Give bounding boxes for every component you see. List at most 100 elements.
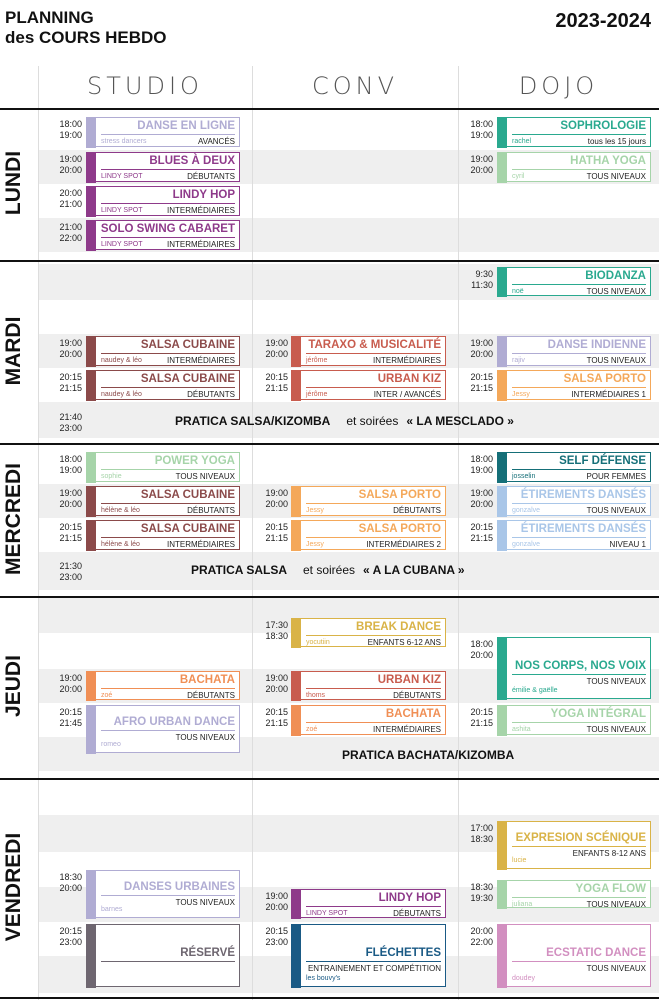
class-level: TOUS NIVEAUX xyxy=(586,356,646,365)
title-underline xyxy=(306,906,441,907)
class-time: 19:00 20:00 xyxy=(50,338,82,360)
color-bar xyxy=(496,451,507,483)
time-end: 19:00 xyxy=(59,130,82,140)
time-start: 18:00 xyxy=(59,454,82,464)
class-card[interactable]: RÉSERVÉ xyxy=(85,923,240,988)
class-card[interactable]: SALSA CUBAINE INTERMÉDIAIRES hélène & léo xyxy=(85,519,240,551)
class-card[interactable]: BACHATA INTERMÉDIAIRES zoé xyxy=(290,704,446,736)
time-start: 18:00 xyxy=(470,454,493,464)
school-year: 2023-2024 xyxy=(555,10,651,32)
color-bar xyxy=(496,704,507,736)
class-card[interactable]: BREAK DANCE ENFANTS 6-12 ANS yocutiin xyxy=(290,617,446,648)
class-time: 20:15 21:15 xyxy=(461,372,493,394)
pratica-title: PRATICA SALSA xyxy=(191,563,287,577)
class-name: URBAN KIZ xyxy=(377,674,441,686)
pratica-mid: et soirées xyxy=(303,563,356,577)
class-card[interactable]: ÉTIREMENTS DANSÉS NIVEAU 1 gonzalve xyxy=(496,519,651,551)
color-bar xyxy=(85,923,96,988)
row-band xyxy=(38,402,659,438)
class-time: 9:30 11:30 xyxy=(461,269,493,291)
class-card[interactable]: SALSA CUBAINE DÉBUTANTS naudey & léo xyxy=(85,369,240,401)
class-level: TOUS NIVEAUX xyxy=(586,172,646,181)
time-start: 19:00 xyxy=(59,154,82,164)
title-underline xyxy=(101,203,235,204)
title-planning: PLANNING xyxy=(5,8,94,27)
class-card[interactable]: YOGA INTÉGRAL TOUS NIVEAUX ashita xyxy=(496,704,651,736)
class-card[interactable]: SALSA CUBAINE DÉBUTANTS hélène & léo xyxy=(85,485,240,517)
class-card[interactable]: POWER YOGA TOUS NIVEAUX sophie xyxy=(85,451,240,483)
class-card[interactable]: DANSE INDIENNE TOUS NIVEAUX rajiv xyxy=(496,335,651,367)
color-bar xyxy=(496,923,507,988)
class-card[interactable]: TARAXO & MUSICALITÉ INTERMÉDIAIRES jérôme xyxy=(290,335,446,367)
time-start: 20:15 xyxy=(59,372,82,382)
class-card[interactable]: YOGA FLOW TOUS NIVEAUX juliana xyxy=(496,879,651,909)
time-start: 21:00 xyxy=(59,222,82,232)
class-name: EXPRESION SCÉNIQUE xyxy=(515,832,646,844)
class-card[interactable]: AFRO URBAN DANCE TOUS NIVEAUX romeo xyxy=(85,704,240,754)
class-card[interactable]: LINDY HOP DÉBUTANTS LINDY SPOT xyxy=(290,888,446,919)
class-card[interactable]: SALSA CUBAINE INTERMÉDIAIRES naudey & léo xyxy=(85,335,240,367)
title-underline xyxy=(512,961,646,962)
class-card[interactable]: ÉTIREMENTS DANSÉS TOUS NIVEAUX gonzalve xyxy=(496,485,651,517)
day-divider xyxy=(0,108,659,110)
class-teacher: LINDY SPOT xyxy=(101,241,143,248)
class-level: TOUS NIVEAUX xyxy=(586,725,646,734)
time-end: 20:00 xyxy=(470,650,493,660)
class-name: SALSA CUBAINE xyxy=(140,489,235,501)
class-level: INTERMÉDIAIRES 1 xyxy=(571,390,646,399)
time-end: 23:00 xyxy=(59,572,82,582)
class-card[interactable]: ECSTATIC DANCE TOUS NIVEAUX doudey xyxy=(496,923,651,988)
class-name: SALSA CUBAINE xyxy=(140,523,235,535)
class-card[interactable]: SOLO SWING CABARET INTERMÉDIAIRES LINDY SP… xyxy=(85,219,240,251)
class-card[interactable]: BIODANZA TOUS NIVEAUX noë xyxy=(496,266,651,297)
time-end: 18:30 xyxy=(470,834,493,844)
class-teacher: sophie xyxy=(101,473,122,480)
class-teacher: jérôme xyxy=(306,357,328,364)
time-start: 18:00 xyxy=(59,119,82,129)
pratica-banner: PRATICA SALSA et soirées « A LA CUBANA » xyxy=(191,563,465,577)
color-bar xyxy=(496,335,507,367)
class-card[interactable]: BLUES À DEUX DÉBUTANTS LINDY SPOT xyxy=(85,151,240,183)
class-name: SALSA CUBAINE xyxy=(140,339,235,351)
class-card[interactable]: NOS CORPS, NOS VOIX TOUS NIVEAUX émilie & … xyxy=(496,636,651,700)
time-end: 20:00 xyxy=(470,499,493,509)
time-start: 20:15 xyxy=(265,522,288,532)
class-card[interactable]: SALSA PORTO INTERMÉDIAIRES 2 Jessy xyxy=(290,519,446,551)
class-card[interactable]: URBAN KIZ DÉBUTANTS thoms xyxy=(290,670,446,701)
time-end: 21:15 xyxy=(59,383,82,393)
time-start: 20:15 xyxy=(265,707,288,717)
class-teacher: juliana xyxy=(512,901,533,908)
time-start: 19:00 xyxy=(265,338,288,348)
time-end: 18:30 xyxy=(265,631,288,641)
time-end: 20:00 xyxy=(59,684,82,694)
class-time: 18:00 19:00 xyxy=(461,454,493,476)
class-time: 20:15 21:15 xyxy=(461,522,493,544)
title-underline xyxy=(306,722,441,723)
class-name: TARAXO & MUSICALITÉ xyxy=(308,339,441,351)
class-name: NOS CORPS, NOS VOIX xyxy=(515,660,646,672)
class-card[interactable]: SALSA PORTO DÉBUTANTS Jessy xyxy=(290,485,446,517)
class-card[interactable]: DANSES URBAINES TOUS NIVEAUX barnes xyxy=(85,869,240,919)
class-card[interactable]: LINDY HOP INTERMÉDIAIRES LINDY SPOT xyxy=(85,185,240,217)
class-card[interactable]: SOPHROLOGIE tous les 15 jours rachel xyxy=(496,116,651,148)
class-level: ENFANTS 6-12 ANS xyxy=(367,638,441,647)
class-level: INTERMÉDIAIRES xyxy=(166,540,235,549)
time-end: 19:00 xyxy=(470,130,493,140)
class-time: 21:00 22:00 xyxy=(50,222,82,244)
color-bar xyxy=(496,485,507,517)
class-card[interactable]: DANSE EN LIGNE AVANCÉS stress dancers xyxy=(85,116,240,148)
class-card[interactable]: SELF DÉFENSE POUR FEMMES josselin xyxy=(496,451,651,483)
class-card[interactable]: SALSA PORTO INTERMÉDIAIRES 1 Jessy xyxy=(496,369,651,401)
title-underline xyxy=(101,688,235,689)
class-time: 19:00 20:00 xyxy=(461,338,493,360)
class-level: TOUS NIVEAUX xyxy=(586,964,646,973)
class-card[interactable]: HATHA YOGA TOUS NIVEAUX cyril xyxy=(496,151,651,183)
color-bar xyxy=(290,888,301,919)
class-time: 20:15 23:00 xyxy=(50,926,82,948)
class-level: INTERMÉDIAIRES 2 xyxy=(366,540,441,549)
class-card[interactable]: EXPRESION SCÉNIQUE ENFANTS 8-12 ANS lucie xyxy=(496,820,651,870)
title-underline xyxy=(512,134,646,135)
class-card[interactable]: FLÉCHETTES ENTRAINEMENT ET COMPÉTITION les… xyxy=(290,923,446,988)
class-card[interactable]: BACHATA DÉBUTANTS zoé xyxy=(85,670,240,701)
class-card[interactable]: URBAN KIZ INTER / AVANCÉS jérôme xyxy=(290,369,446,401)
